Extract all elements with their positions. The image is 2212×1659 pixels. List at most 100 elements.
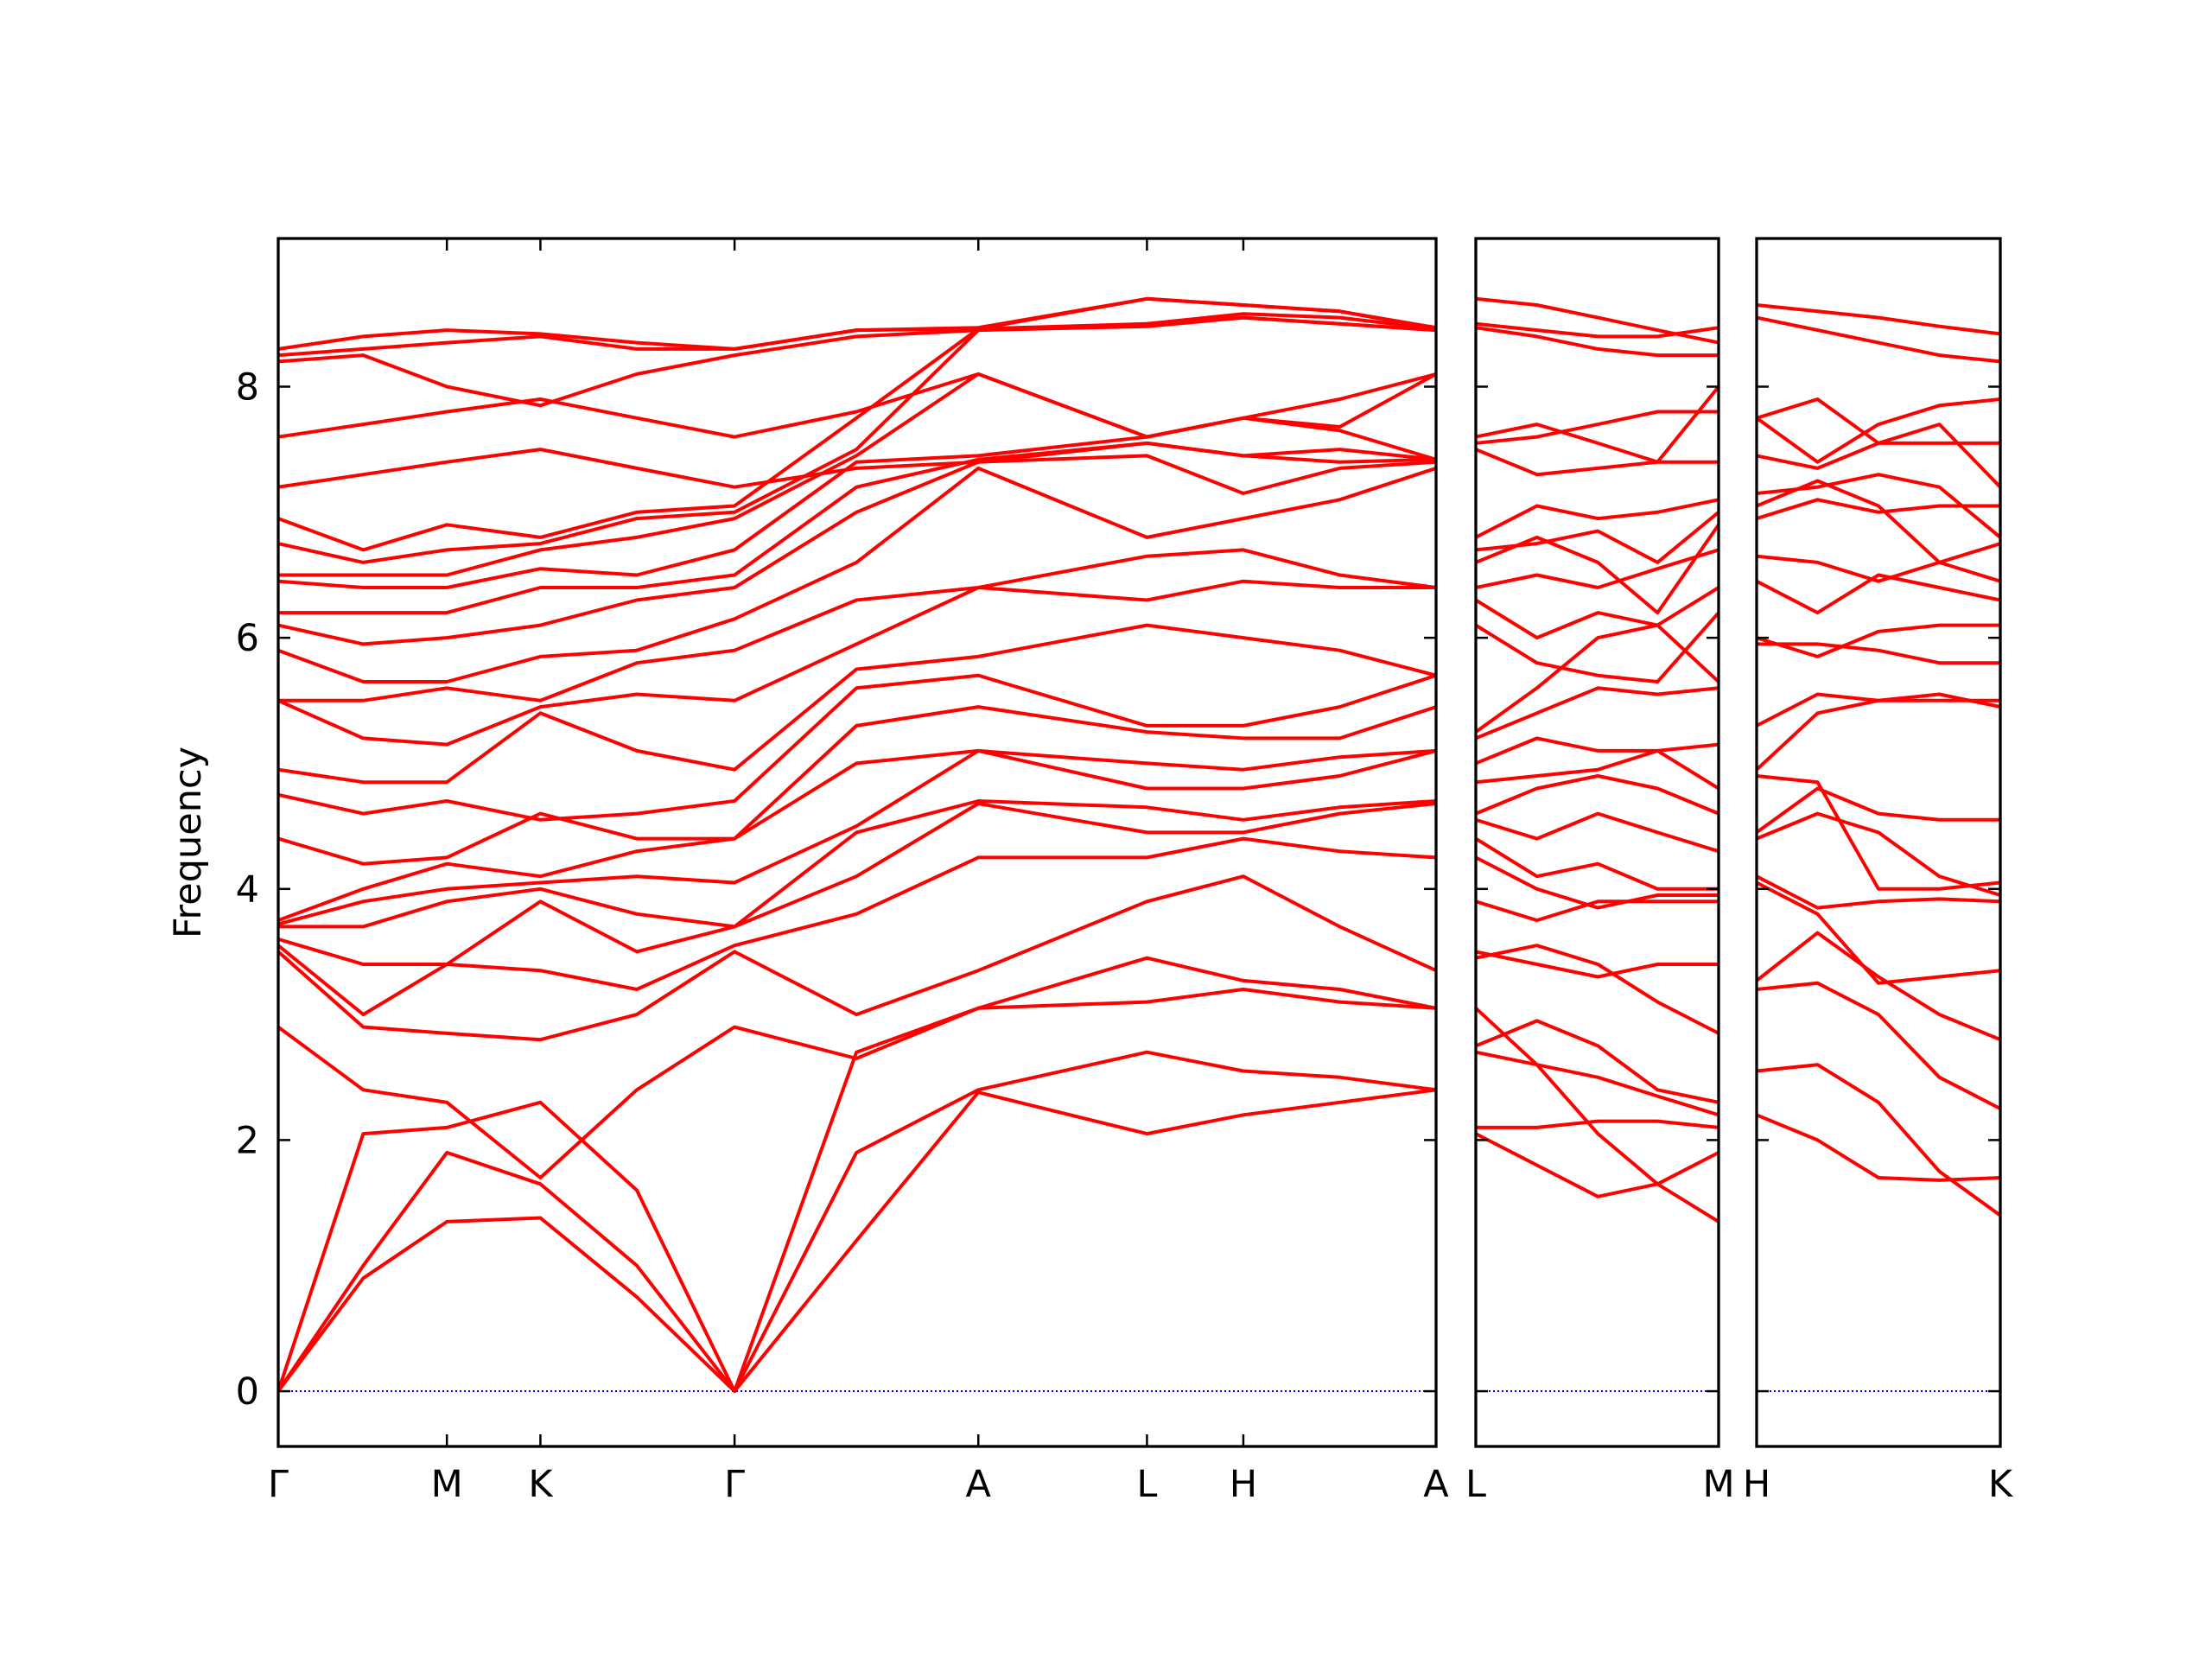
band-line bbox=[1757, 303, 2000, 336]
band-line bbox=[1476, 1119, 1719, 1129]
band-line bbox=[278, 874, 1436, 1042]
y-tick-label: 0 bbox=[236, 1370, 259, 1414]
y-axis-label: Frequency bbox=[167, 747, 210, 938]
band-line bbox=[278, 836, 1436, 1017]
axes-frame bbox=[1474, 237, 1720, 1448]
band-line bbox=[1757, 874, 2000, 910]
band-line bbox=[1476, 611, 1719, 683]
band-line bbox=[1757, 573, 2000, 615]
y-tick-label: 8 bbox=[236, 365, 259, 409]
band-line bbox=[1757, 397, 2000, 445]
band-line bbox=[278, 1050, 1436, 1394]
band-line bbox=[1476, 748, 1719, 791]
y-tick-label: 6 bbox=[236, 617, 259, 660]
band-line bbox=[278, 312, 1436, 351]
axes-frame bbox=[276, 237, 1438, 1448]
band-line bbox=[1476, 623, 1719, 734]
band-line bbox=[1476, 1019, 1719, 1104]
band-line bbox=[278, 579, 1436, 747]
x-tick-label: Γ bbox=[724, 1463, 745, 1506]
band-line bbox=[1476, 944, 1719, 1035]
x-tick-label: H bbox=[1743, 1463, 1770, 1506]
x-tick-label: L bbox=[1136, 1463, 1157, 1506]
band-line bbox=[1757, 880, 2000, 985]
band-line bbox=[1476, 385, 1719, 464]
band-line bbox=[1757, 692, 2000, 728]
band-line bbox=[1476, 811, 1719, 854]
x-tick-label: A bbox=[966, 1463, 992, 1506]
band-line bbox=[1757, 931, 2000, 1042]
band-line bbox=[1476, 836, 1719, 891]
band-line bbox=[278, 802, 1436, 966]
band-line bbox=[1476, 950, 1719, 979]
band-line bbox=[1476, 548, 1719, 589]
band-line bbox=[1757, 1113, 2000, 1182]
x-tick-label: L bbox=[1465, 1463, 1486, 1506]
panel: 0 2 4 6 8 Γ M K Γ A L H A Frequency bbox=[167, 237, 1449, 1506]
x-tick-label: A bbox=[1423, 1463, 1449, 1506]
band-line bbox=[1757, 774, 2000, 891]
y-tick-label: 2 bbox=[236, 1119, 259, 1162]
band-line bbox=[1476, 1132, 1719, 1224]
band-line bbox=[278, 673, 1436, 822]
band-line bbox=[278, 315, 1436, 408]
band-line bbox=[1476, 511, 1719, 564]
x-tick-label: K bbox=[528, 1463, 554, 1506]
band-line bbox=[278, 799, 1436, 929]
band-line bbox=[278, 296, 1436, 358]
band-line bbox=[278, 988, 1436, 1394]
band-line bbox=[278, 1088, 1436, 1394]
band-line bbox=[278, 372, 1436, 577]
band-line bbox=[1476, 448, 1719, 477]
x-tick-label: K bbox=[1988, 1463, 2014, 1506]
band-line bbox=[1476, 524, 1719, 615]
band-line bbox=[278, 548, 1436, 702]
band-line bbox=[1476, 1050, 1719, 1117]
band-line bbox=[1476, 326, 1719, 358]
band-line bbox=[278, 466, 1436, 683]
x-tick-label: M bbox=[431, 1463, 463, 1506]
band-line bbox=[278, 748, 1436, 922]
band-line bbox=[278, 441, 1436, 489]
band-line bbox=[278, 956, 1436, 1179]
plot-area bbox=[1757, 303, 2000, 1393]
band-line bbox=[1476, 686, 1719, 741]
band-line bbox=[278, 623, 1436, 785]
band-line bbox=[1757, 981, 2000, 1110]
band-line bbox=[1476, 774, 1719, 816]
band-line bbox=[1757, 397, 2000, 464]
band-line bbox=[1757, 623, 2000, 658]
band-line bbox=[1757, 554, 2000, 583]
band-line bbox=[1476, 736, 1719, 766]
band-line bbox=[1757, 642, 2000, 665]
band-line bbox=[278, 372, 1436, 439]
band-line bbox=[1757, 423, 2000, 489]
band-line bbox=[278, 454, 1436, 646]
band-line bbox=[1476, 498, 1719, 539]
band-line bbox=[1476, 1007, 1719, 1186]
band-line bbox=[1757, 479, 2000, 564]
band-line bbox=[278, 441, 1436, 615]
band-line bbox=[1757, 786, 2000, 835]
band-line bbox=[1757, 315, 2000, 364]
band-line bbox=[1476, 899, 1719, 923]
plot-area bbox=[278, 296, 1436, 1394]
x-tick-label: Γ bbox=[268, 1463, 289, 1506]
x-tick-label: H bbox=[1230, 1463, 1257, 1506]
band-line bbox=[1476, 410, 1719, 445]
band-line bbox=[1757, 1063, 2000, 1217]
band-line bbox=[1757, 811, 2000, 897]
plot-area bbox=[1476, 296, 1719, 1393]
x-tick-label: M bbox=[1702, 1463, 1734, 1506]
axes-frame bbox=[1755, 237, 2002, 1448]
y-tick-label: 4 bbox=[236, 868, 259, 912]
band-line bbox=[1476, 296, 1719, 345]
band-line bbox=[278, 748, 1436, 926]
band-line bbox=[1757, 473, 2000, 539]
band-line bbox=[278, 705, 1436, 866]
band-line bbox=[1476, 586, 1719, 640]
band-line bbox=[1476, 855, 1719, 910]
